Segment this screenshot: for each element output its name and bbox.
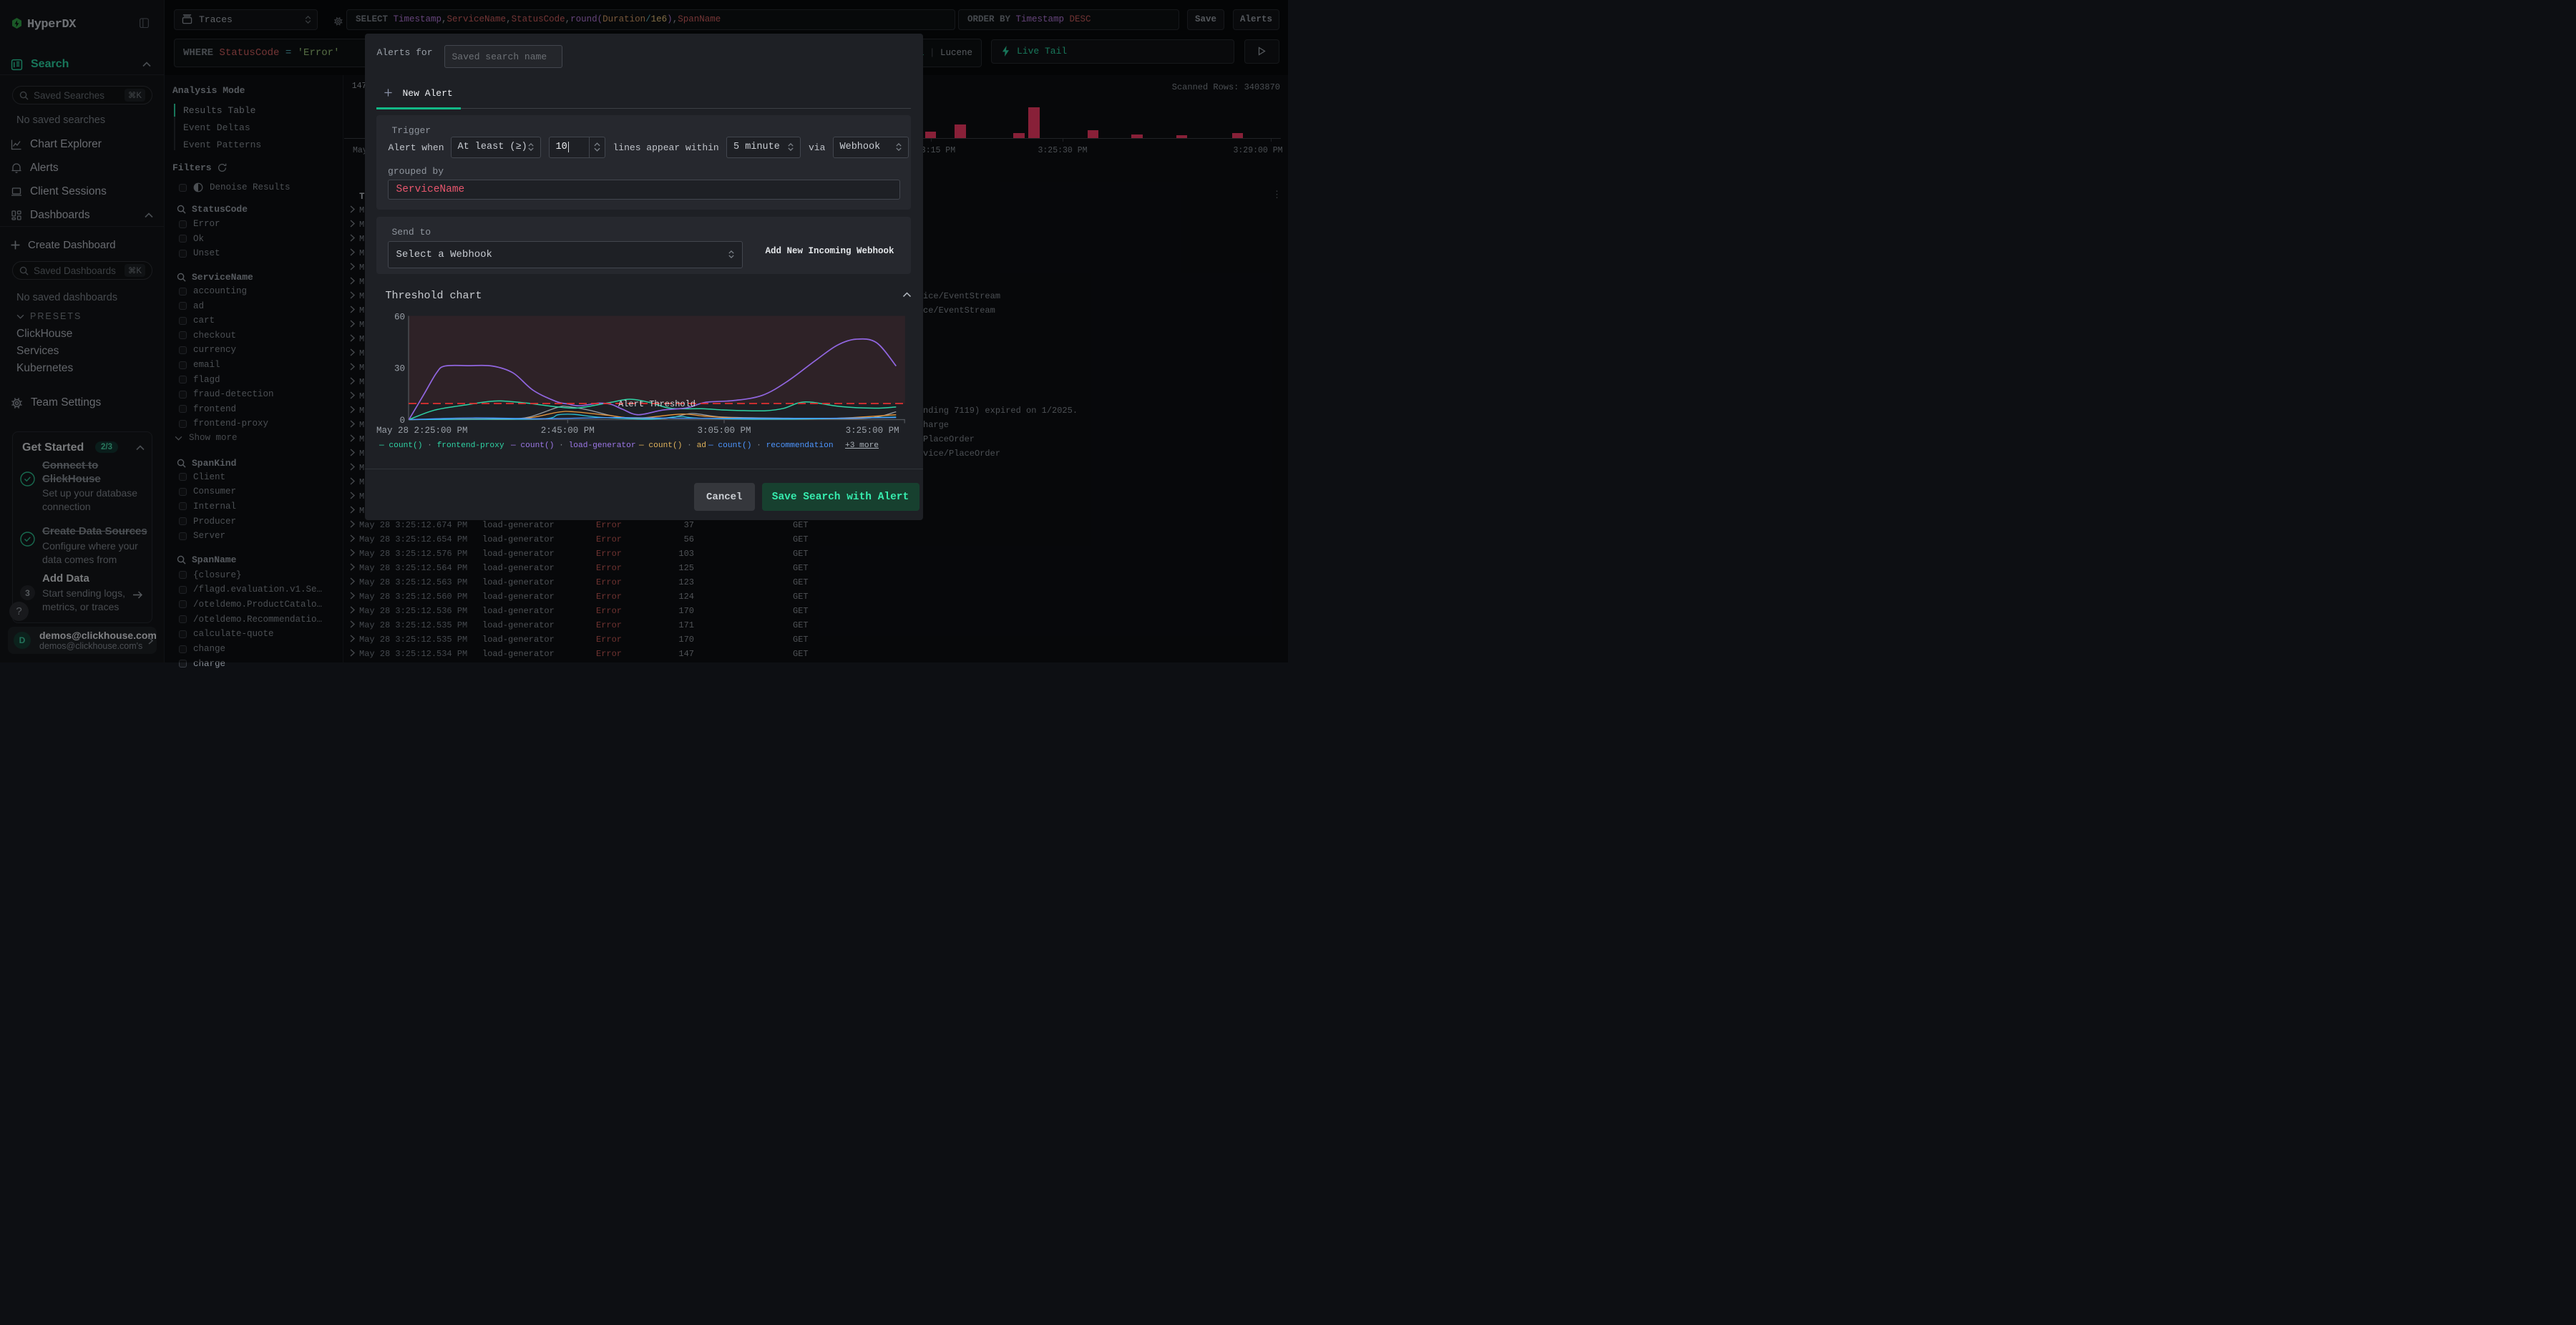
svg-text:0: 0 [399, 416, 405, 426]
svg-text:3:25:00 PM: 3:25:00 PM [846, 426, 899, 436]
svg-text:May 28 2:25:00 PM: May 28 2:25:00 PM [376, 426, 468, 436]
svg-text:3:05:00 PM: 3:05:00 PM [697, 426, 751, 436]
svg-text:30: 30 [394, 364, 405, 374]
svg-text:60: 60 [394, 313, 405, 323]
svg-text:2:45:00 PM: 2:45:00 PM [541, 426, 595, 436]
svg-text:Alert Threshold: Alert Threshold [618, 399, 696, 409]
